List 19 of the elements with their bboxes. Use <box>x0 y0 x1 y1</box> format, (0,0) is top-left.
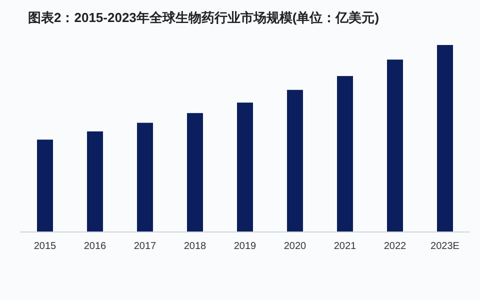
chart-title: 图表2：2015-2023年全球生物药行业市场规模(单位：亿美元) <box>28 10 380 25</box>
x-tick-label: 2016 <box>84 241 107 252</box>
x-tick-label: 2015 <box>34 241 57 252</box>
bar <box>37 140 53 232</box>
bar <box>387 60 403 232</box>
x-tick-label: 2018 <box>184 241 207 252</box>
bar <box>87 131 103 232</box>
bar <box>187 113 203 232</box>
x-tick-label: 2019 <box>234 241 257 252</box>
bar <box>287 90 303 232</box>
bar <box>237 102 253 232</box>
x-tick-label: 2022 <box>384 241 407 252</box>
x-tick-label: 2021 <box>334 241 357 252</box>
x-tick-label: 2020 <box>284 241 307 252</box>
bar <box>337 76 353 232</box>
bar <box>137 122 153 232</box>
x-tick-label: 2017 <box>134 241 157 252</box>
x-tick-label: 2023E <box>430 241 460 252</box>
bar <box>437 45 453 232</box>
